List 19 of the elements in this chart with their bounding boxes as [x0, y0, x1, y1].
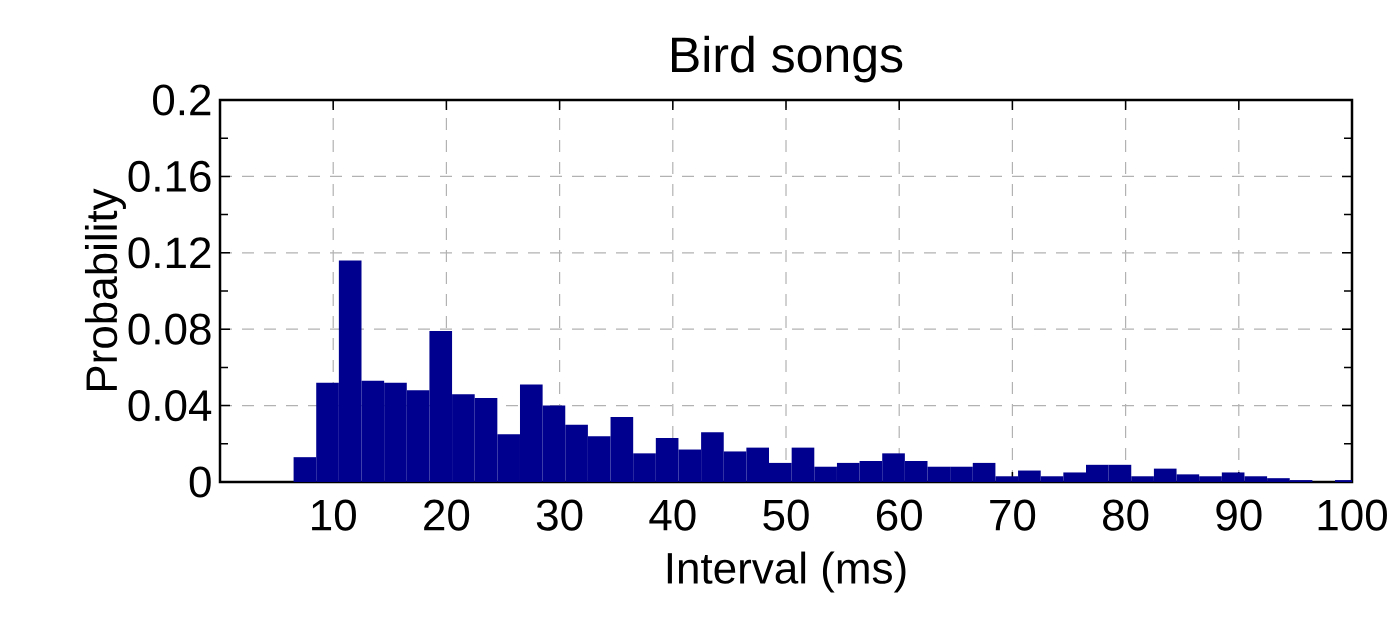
- x-tick-label: 80: [1103, 499, 1149, 531]
- y-tick-label: 0: [189, 466, 211, 498]
- x-tick-label: 70: [990, 499, 1036, 531]
- y-tick-label: 0.2: [153, 84, 211, 116]
- y-tick-label: 0.16: [128, 160, 211, 192]
- y-tick-label: 0.12: [128, 237, 211, 269]
- x-tick-label: 100: [1318, 499, 1387, 531]
- x-axis-title: Interval (ms): [667, 551, 906, 593]
- x-tick-label: 60: [876, 499, 922, 531]
- chart-title: Bird songs: [672, 35, 903, 83]
- y-axis-title: Probability: [84, 188, 126, 391]
- x-tick-label: 40: [649, 499, 696, 531]
- x-tick-label: 30: [536, 499, 583, 531]
- x-tick-label: 50: [763, 499, 809, 531]
- y-tick-label: 0.08: [128, 313, 211, 345]
- x-tick-label: 90: [1216, 499, 1262, 531]
- y-tick-label: 0.04: [128, 390, 212, 422]
- x-tick-label: 20: [424, 499, 470, 531]
- x-tick-label: 10: [312, 499, 356, 531]
